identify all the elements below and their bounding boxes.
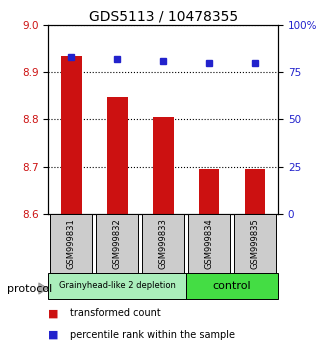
Title: GDS5113 / 10478355: GDS5113 / 10478355: [89, 10, 238, 24]
Text: GSM999834: GSM999834: [204, 218, 214, 269]
Bar: [153, 117, 173, 214]
Text: ■: ■: [48, 308, 59, 318]
Bar: [234, 214, 276, 273]
Bar: [186, 273, 278, 299]
Bar: [142, 214, 184, 273]
Bar: [245, 169, 265, 214]
Text: GSM999833: GSM999833: [159, 218, 168, 269]
Text: GSM999831: GSM999831: [67, 218, 76, 269]
Text: GSM999832: GSM999832: [113, 218, 122, 269]
Bar: [96, 214, 138, 273]
Text: GSM999835: GSM999835: [250, 218, 260, 269]
Text: control: control: [213, 281, 251, 291]
Text: ■: ■: [48, 330, 59, 339]
Text: percentile rank within the sample: percentile rank within the sample: [70, 330, 235, 339]
Bar: [188, 214, 230, 273]
Bar: [199, 169, 219, 214]
Bar: [61, 56, 82, 214]
Bar: [50, 214, 92, 273]
Text: transformed count: transformed count: [70, 308, 161, 318]
Polygon shape: [39, 283, 48, 294]
Bar: [48, 273, 186, 299]
Bar: [107, 97, 128, 214]
Text: protocol: protocol: [7, 284, 52, 293]
Text: Grainyhead-like 2 depletion: Grainyhead-like 2 depletion: [59, 281, 175, 290]
